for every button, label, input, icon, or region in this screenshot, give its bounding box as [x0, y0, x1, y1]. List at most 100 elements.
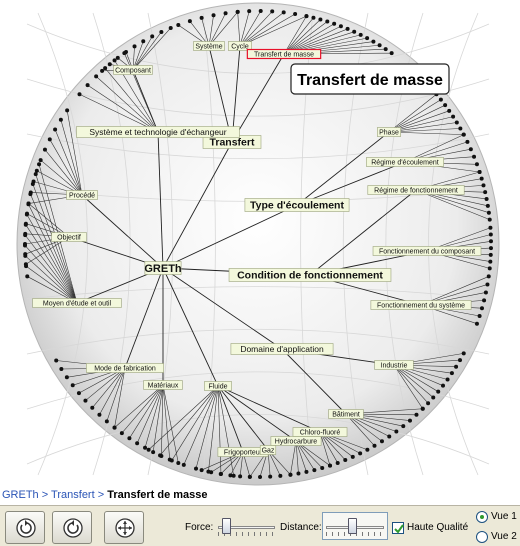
leaf-node[interactable]: [104, 419, 109, 424]
graph-node-systeme-techno[interactable]: Système et technologie d'échangeur: [76, 126, 240, 138]
leaf-node[interactable]: [461, 351, 466, 356]
leaf-node[interactable]: [487, 217, 492, 222]
leaf-node[interactable]: [258, 474, 263, 479]
leaf-node[interactable]: [488, 225, 493, 230]
view-2-radio[interactable]: [476, 531, 488, 543]
leaf-node[interactable]: [304, 469, 309, 474]
leaf-node[interactable]: [431, 395, 436, 400]
leaf-node[interactable]: [23, 243, 28, 248]
leaf-node[interactable]: [168, 25, 173, 30]
leaf-node[interactable]: [238, 474, 243, 479]
leaf-node[interactable]: [23, 233, 28, 238]
leaf-node[interactable]: [135, 441, 140, 446]
leaf-node[interactable]: [318, 17, 323, 22]
leaf-node[interactable]: [24, 264, 29, 269]
leaf-node[interactable]: [454, 364, 459, 369]
leaf-node[interactable]: [482, 298, 487, 303]
leaf-node[interactable]: [483, 190, 488, 195]
leaf-node[interactable]: [223, 11, 228, 16]
leaf-node[interactable]: [352, 29, 357, 34]
leaf-node[interactable]: [379, 439, 384, 444]
graph-node-materiaux[interactable]: Matériaux: [143, 380, 183, 390]
center-view-button[interactable]: [104, 511, 144, 544]
leaf-node[interactable]: [389, 51, 394, 56]
leaf-node[interactable]: [338, 24, 343, 29]
leaf-node[interactable]: [85, 83, 90, 88]
leaf-node[interactable]: [407, 418, 412, 423]
leaf-node[interactable]: [358, 32, 363, 37]
graph-node-moyen-etude[interactable]: Moyen d'étude et outil: [32, 298, 122, 308]
leaf-node[interactable]: [387, 434, 392, 439]
leaf-node[interactable]: [38, 158, 43, 163]
leaf-node[interactable]: [211, 13, 216, 18]
leaf-node[interactable]: [350, 454, 355, 459]
graph-node-fluide[interactable]: Fluide: [204, 381, 232, 391]
leaf-node[interactable]: [438, 97, 443, 102]
graph-node-procede[interactable]: Procédé: [66, 190, 98, 200]
leaf-node[interactable]: [194, 466, 199, 471]
graph-node-gaz[interactable]: Gaz: [259, 445, 277, 455]
leaf-node[interactable]: [365, 36, 370, 41]
leaf-node[interactable]: [122, 51, 127, 56]
leaf-node[interactable]: [24, 212, 29, 217]
leaf-node[interactable]: [141, 39, 146, 44]
leaf-node[interactable]: [436, 389, 441, 394]
graph-node-regime-fonct[interactable]: Régime de fonctionnement: [367, 185, 465, 195]
graph-node-fonct-systeme[interactable]: Fonctionnement du système: [370, 300, 472, 310]
leaf-node[interactable]: [335, 460, 340, 465]
leaf-node[interactable]: [119, 431, 124, 436]
leaf-node[interactable]: [278, 473, 283, 478]
leaf-node[interactable]: [23, 222, 28, 227]
graph-node-systeme[interactable]: Système: [193, 41, 225, 51]
leaf-node[interactable]: [59, 367, 64, 372]
leaf-node[interactable]: [328, 463, 333, 468]
leaf-node[interactable]: [414, 412, 419, 417]
leaf-node[interactable]: [103, 66, 108, 71]
leaf-node[interactable]: [401, 424, 406, 429]
leaf-node[interactable]: [112, 58, 117, 63]
leaf-node[interactable]: [358, 451, 363, 456]
leaf-node[interactable]: [488, 246, 493, 251]
leaf-node[interactable]: [30, 182, 35, 187]
leaf-node[interactable]: [97, 412, 102, 417]
leaf-node[interactable]: [383, 47, 388, 52]
leaf-node[interactable]: [64, 375, 69, 380]
leaf-node[interactable]: [83, 398, 88, 403]
view-1-radio[interactable]: [476, 511, 488, 523]
leaf-node[interactable]: [258, 9, 263, 14]
leaf-node[interactable]: [158, 453, 163, 458]
leaf-node[interactable]: [477, 314, 482, 319]
leaf-node[interactable]: [65, 108, 70, 113]
graph-node-transfert-masse[interactable]: Transfert de masse: [246, 48, 322, 60]
graph-node-composant[interactable]: Composant: [113, 65, 153, 75]
leaf-node[interactable]: [484, 196, 489, 201]
leaf-node[interactable]: [115, 55, 120, 60]
breadcrumb-item-greth[interactable]: GRETh: [2, 489, 39, 501]
leaf-node[interactable]: [23, 253, 28, 258]
leaf-node[interactable]: [481, 183, 486, 188]
leaf-node[interactable]: [47, 137, 52, 142]
leaf-node[interactable]: [426, 401, 431, 406]
leaf-node[interactable]: [187, 19, 192, 24]
leaf-node[interactable]: [443, 103, 448, 108]
leaf-node[interactable]: [159, 29, 164, 34]
leaf-node[interactable]: [33, 172, 38, 177]
graph-node-cycle[interactable]: Cycle: [228, 41, 252, 51]
leaf-node[interactable]: [472, 154, 477, 159]
leaf-node[interactable]: [228, 473, 233, 478]
leaf-node[interactable]: [440, 383, 445, 388]
leaf-node[interactable]: [479, 176, 484, 181]
leaf-node[interactable]: [53, 127, 58, 132]
leaf-node[interactable]: [270, 9, 275, 14]
leaf-node[interactable]: [281, 10, 286, 15]
distance-slider[interactable]: [326, 516, 384, 538]
graph-node-regime-ecoulement[interactable]: Régime d'écoulement: [366, 157, 444, 167]
leaf-node[interactable]: [26, 202, 31, 207]
leaf-node[interactable]: [150, 34, 155, 39]
leaf-node[interactable]: [394, 429, 399, 434]
leaf-node[interactable]: [54, 358, 59, 363]
leaf-node[interactable]: [312, 468, 317, 473]
graph-node-hydrocarbure[interactable]: Hydrocarbure: [270, 436, 322, 446]
leaf-node[interactable]: [488, 239, 493, 244]
leaf-node[interactable]: [377, 43, 382, 48]
